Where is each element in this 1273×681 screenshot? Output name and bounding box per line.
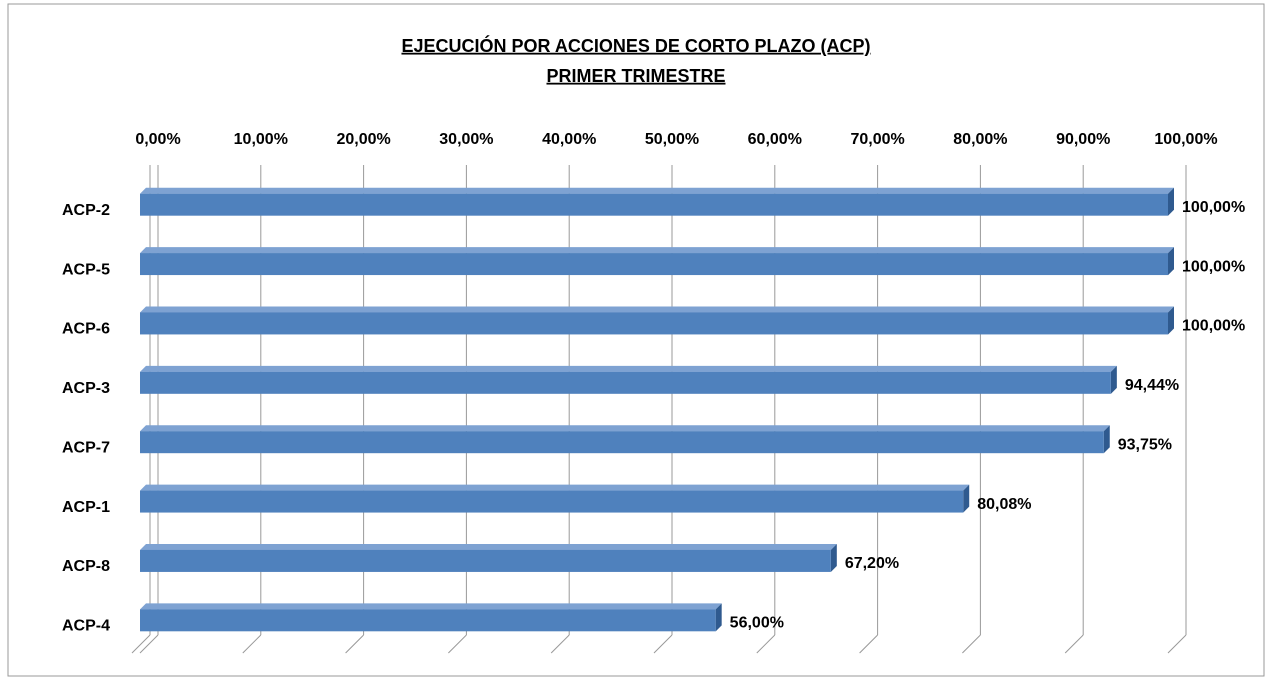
bar-side	[1110, 365, 1117, 394]
y-tick-label: ACP-3	[62, 380, 110, 397]
chart-subtitle: PRIMER TRIMESTRE	[546, 66, 725, 86]
bar	[140, 312, 1168, 335]
bar	[140, 609, 716, 632]
x-tick-label: 40,00%	[542, 131, 596, 148]
bar	[140, 193, 1168, 216]
x-tick-label: 0,00%	[135, 131, 180, 148]
y-tick-label: ACP-1	[62, 499, 110, 516]
bar-side	[715, 603, 722, 632]
grid-line	[139, 634, 159, 654]
bar-top	[140, 187, 1174, 194]
grid-line	[1064, 634, 1084, 654]
bar-side	[1168, 306, 1174, 335]
grid-line	[448, 634, 467, 654]
bar-side	[1168, 247, 1174, 276]
x-tick-label: 70,00%	[850, 131, 904, 148]
y-tick-label: ACP-8	[62, 558, 110, 575]
x-tick-label: 90,00%	[1056, 131, 1110, 148]
bar-top	[140, 306, 1174, 313]
grid-line	[756, 634, 776, 654]
grid-line	[653, 634, 673, 654]
grid-line	[345, 634, 364, 654]
bar-side	[830, 543, 837, 572]
bar-side	[1168, 187, 1174, 216]
y-tick-label: ACP-7	[62, 439, 110, 456]
bar-side	[963, 484, 970, 513]
y-tick-label: ACP-6	[62, 321, 110, 338]
x-tick-label: 50,00%	[645, 131, 699, 148]
data-label: 93,75%	[1118, 436, 1172, 453]
x-tick-label: 80,00%	[953, 131, 1007, 148]
bar	[140, 253, 1168, 276]
y-tick-label: ACP-5	[62, 261, 110, 278]
y-tick-label: ACP-2	[62, 202, 110, 219]
grid-line	[242, 634, 262, 654]
data-label: 80,08%	[977, 496, 1031, 513]
chart-frame	[7, 3, 1265, 677]
data-label: 100,00%	[1182, 318, 1245, 335]
x-tick-label: 20,00%	[336, 131, 390, 148]
data-label: 94,44%	[1125, 377, 1179, 394]
bar-top	[140, 484, 970, 491]
x-tick-label: 60,00%	[748, 131, 802, 148]
bar-top	[140, 247, 1174, 254]
x-tick-label: 30,00%	[439, 131, 493, 148]
data-label: 100,00%	[1182, 199, 1245, 216]
bar-side	[1103, 425, 1110, 454]
y-tick-label: ACP-4	[62, 618, 110, 635]
grid-line	[859, 634, 878, 654]
x-tick-label: 100,00%	[1154, 131, 1217, 148]
bar	[140, 431, 1104, 454]
bar	[140, 549, 831, 572]
grid-line	[550, 634, 570, 654]
chart-title: EJECUCIÓN POR ACCIONES DE CORTO PLAZO (A…	[401, 35, 870, 56]
bar-top	[140, 603, 722, 610]
data-label: 67,20%	[845, 555, 899, 572]
x-tick-label: 10,00%	[234, 131, 288, 148]
bar	[140, 490, 964, 513]
axis-line	[131, 634, 151, 654]
bar-top	[140, 543, 837, 550]
grid-line	[962, 634, 981, 654]
bar-top	[140, 365, 1117, 372]
bar-top	[140, 425, 1110, 432]
data-label: 100,00%	[1182, 258, 1245, 275]
data-label: 56,00%	[730, 615, 784, 632]
grid-line	[1167, 634, 1187, 654]
bar	[140, 371, 1111, 394]
